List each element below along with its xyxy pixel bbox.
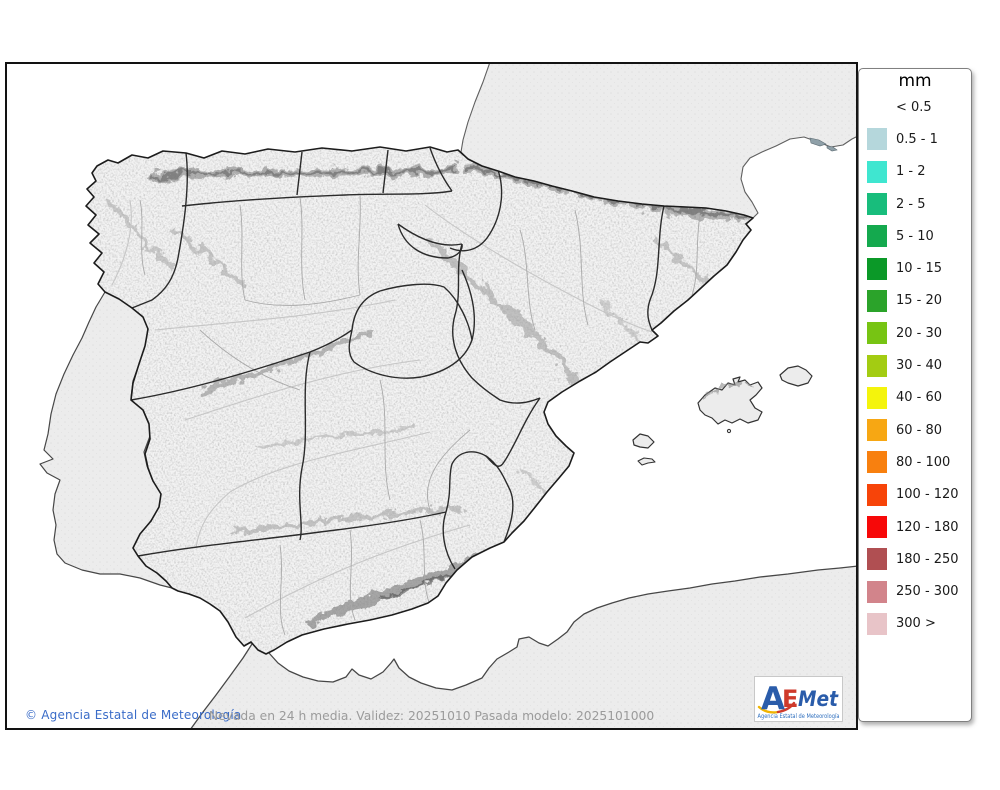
legend-label: 300 >: [896, 616, 936, 632]
legend-swatch: [867, 419, 887, 442]
legend-swatch: [867, 516, 887, 538]
mallorca-island: [697, 376, 763, 425]
logo-background: [754, 676, 843, 722]
legend-item: 30 - 40: [859, 349, 971, 381]
cabrera-islet: [726, 428, 732, 434]
french-lagoon-small: [826, 145, 838, 152]
africa-landmass: [190, 565, 856, 728]
copyright-text: © Agencia Estatal de Meteorología: [25, 708, 242, 722]
legend-item: 120 - 180: [859, 511, 971, 543]
legend-item: 15 - 20: [859, 285, 971, 317]
logo-subtitle: Agencia Estatal de Meteorología: [758, 713, 840, 720]
legend-swatch: [867, 225, 887, 248]
legend-item: 300 >: [859, 608, 971, 640]
aemet-logo-svg: A E Met Agencia Estatal de Meteorología: [754, 676, 843, 722]
formentera-island: [637, 457, 656, 466]
french-lagoon: [809, 137, 827, 147]
legend-swatch: [867, 322, 887, 345]
legend-rows: < 0.5 0.5 - 1 1 - 2 2 - 5 5 - 10 10 - 15 15 - …: [859, 91, 971, 640]
legend-swatch: [867, 451, 887, 474]
legend-item: 250 - 300: [859, 575, 971, 607]
legend-label: 250 - 300: [896, 584, 959, 600]
legend-label: 30 - 40: [896, 358, 943, 374]
legend-label: 0.5 - 1: [896, 131, 938, 147]
province-boundaries: [139, 195, 731, 636]
legend-swatch: [867, 580, 887, 603]
logo-swoosh-yellow: [757, 705, 780, 714]
legend-label: 120 - 180: [896, 519, 959, 535]
legend-item: 2 - 5: [859, 188, 971, 220]
legend-label: 5 - 10: [896, 228, 934, 244]
legend-label: 15 - 20: [896, 293, 943, 309]
logo-letters-met: Met: [798, 687, 839, 711]
legend-item: 80 - 100: [859, 446, 971, 478]
legend-label: 80 - 100: [896, 454, 951, 470]
legend-item: 100 - 120: [859, 479, 971, 511]
menorca-island: [779, 365, 813, 387]
legend-label: 100 - 120: [896, 487, 959, 503]
legend-swatch: [867, 612, 887, 635]
logo-swoosh-red: [776, 701, 796, 714]
legend-item: 180 - 250: [859, 543, 971, 575]
aemet-logo: A E Met Agencia Estatal de Meteorología: [754, 676, 843, 722]
rivers: [111, 199, 653, 619]
map-frame: © Agencia Estatal de Meteorología Nevada…: [5, 62, 858, 730]
legend-swatch: [867, 386, 887, 409]
model-run-text: Nevada en 24 h media. Validez: 20251010 …: [208, 709, 655, 723]
legend-item: 40 - 60: [859, 382, 971, 414]
legend-item: 20 - 30: [859, 317, 971, 349]
legend-label: 20 - 30: [896, 325, 943, 341]
logo-letter-e: E: [782, 685, 798, 713]
legend-title: mm: [898, 71, 932, 91]
legend-item: 1 - 2: [859, 156, 971, 188]
logo-letter-a: A: [761, 681, 785, 717]
balearic-islands: [632, 365, 813, 466]
legend-swatch: [867, 548, 887, 571]
legend-swatch: [867, 193, 887, 216]
legend-item: 5 - 10: [859, 220, 971, 252]
legend-label: 180 - 250: [896, 551, 959, 567]
legend-label: 10 - 15: [896, 261, 943, 277]
legend-swatch: [867, 257, 887, 280]
legend-swatch: [867, 483, 887, 506]
ibiza-island: [632, 433, 655, 449]
legend-label: 40 - 60: [896, 390, 943, 406]
legend-item: 0.5 - 1: [859, 123, 971, 155]
precipitation-legend: mm < 0.5 0.5 - 1 1 - 2 2 - 5 5 - 10 10 - 15 15…: [858, 68, 972, 722]
legend-label: < 0.5: [896, 99, 932, 115]
legend-item: 10 - 15: [859, 252, 971, 284]
legend-swatch: [867, 289, 887, 312]
legend-label: 1 - 2: [896, 164, 926, 180]
legend-label: 60 - 80: [896, 422, 943, 438]
legend-swatch: [867, 96, 887, 118]
legend-label: 2 - 5: [896, 196, 926, 212]
legend-swatch: [867, 128, 887, 151]
iberia-relief-map: [7, 64, 856, 728]
community-boundaries: [130, 147, 665, 570]
legend-item: 60 - 80: [859, 414, 971, 446]
legend-swatch: [867, 160, 887, 183]
legend-swatch: [867, 354, 887, 377]
legend-item: < 0.5: [859, 91, 971, 123]
